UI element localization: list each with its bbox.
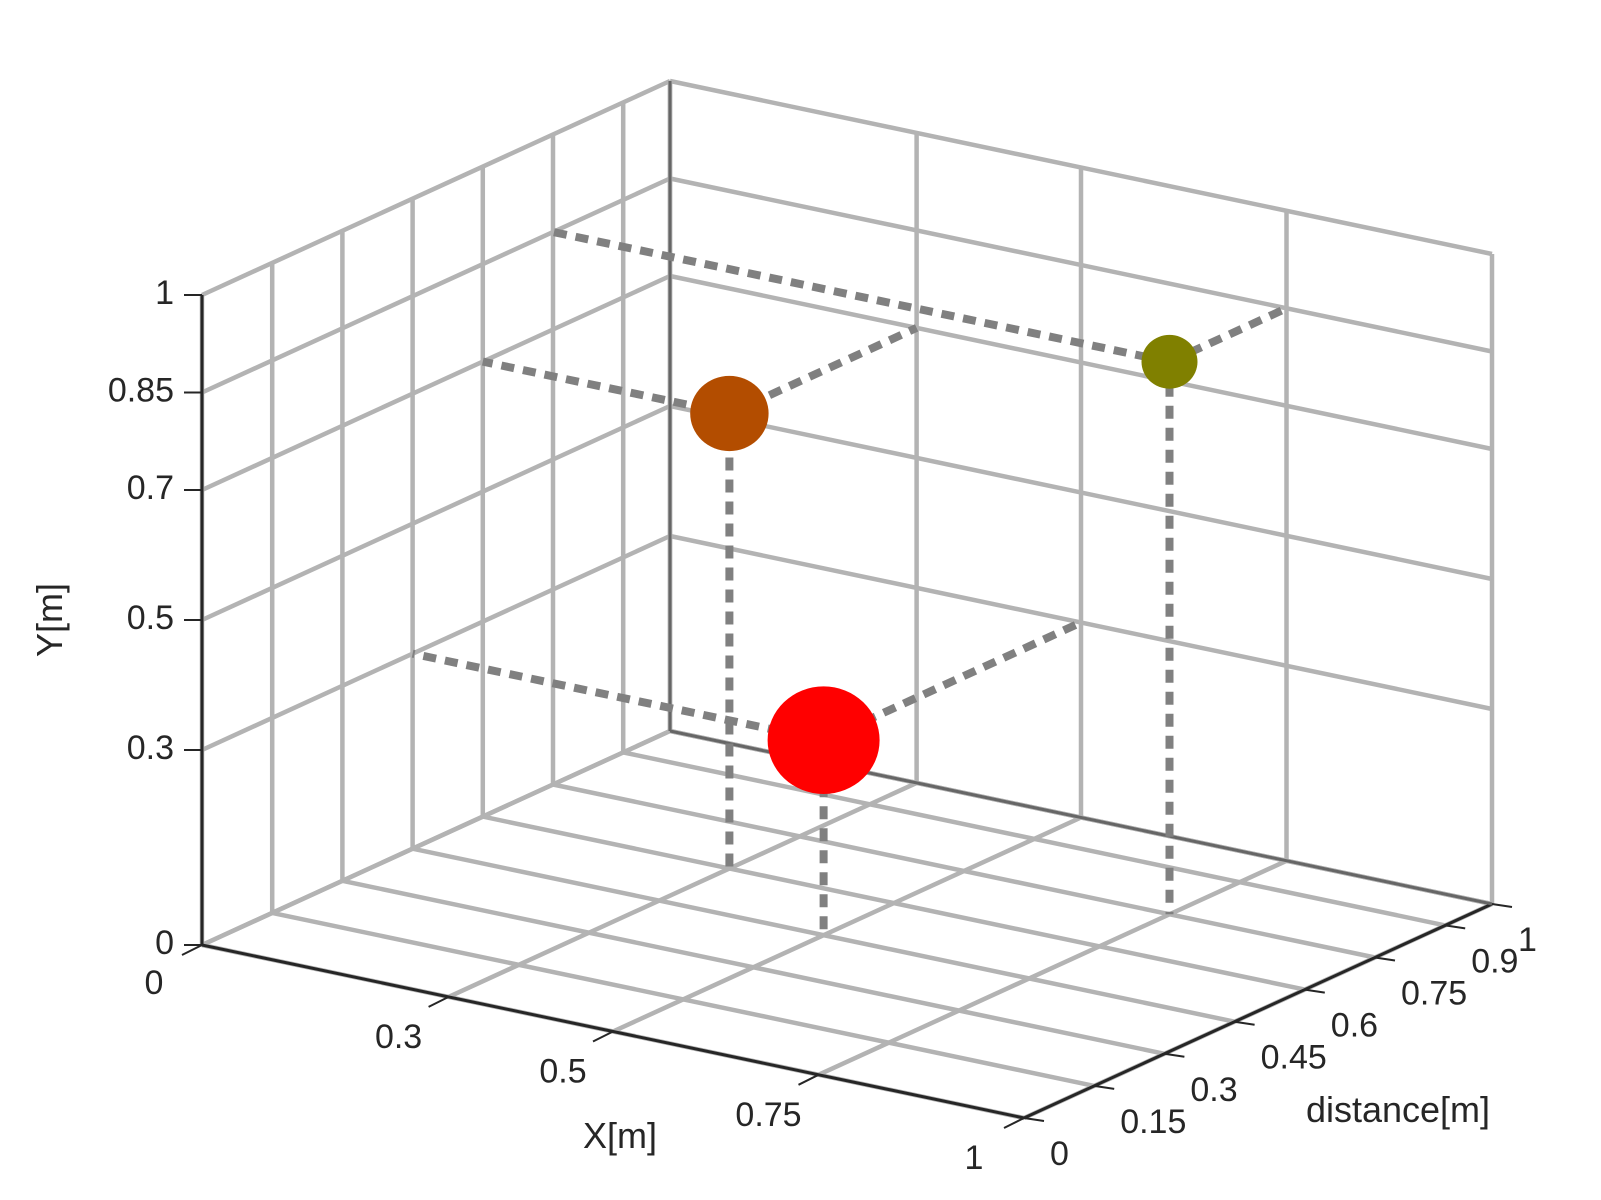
x-axis-label: X[m] bbox=[583, 1115, 657, 1156]
y-tick-label: 0.85 bbox=[108, 371, 174, 409]
grid-line-left-y bbox=[201, 78, 671, 298]
distance-axis-label: distance[m] bbox=[1306, 1089, 1490, 1130]
x-tick-label: 0.5 bbox=[539, 1052, 586, 1090]
grid-line-back-y bbox=[669, 78, 1493, 257]
distance-tick-label: 0.9 bbox=[1471, 942, 1518, 980]
grid-line-floor-z bbox=[341, 878, 1165, 1057]
x-tick-label: 0.3 bbox=[375, 1018, 422, 1056]
data-points bbox=[690, 334, 1198, 794]
grid-line-left-y bbox=[201, 176, 671, 395]
grid-line-floor-z bbox=[622, 750, 1446, 928]
grid-line-floor-z bbox=[271, 910, 1095, 1089]
grid-line-left-y bbox=[201, 533, 671, 753]
projection-line-x bbox=[552, 228, 1171, 366]
x-tick-mark bbox=[181, 944, 203, 956]
distance-tick-mark bbox=[1374, 956, 1396, 962]
y-axis-label: Y[m] bbox=[29, 583, 70, 657]
data-point bbox=[690, 375, 769, 452]
distance-tick-mark bbox=[1304, 988, 1325, 994]
projection-line-x bbox=[481, 357, 731, 418]
x-tick-mark bbox=[592, 1030, 614, 1043]
x-tick-label: 0.75 bbox=[735, 1096, 801, 1134]
grid-line-floor-x bbox=[817, 858, 1288, 1077]
grid-line-floor-z bbox=[412, 846, 1236, 1024]
grid-line-back-y bbox=[669, 273, 1493, 452]
x-tick-mark bbox=[1003, 1117, 1025, 1129]
data-point bbox=[767, 686, 880, 794]
projection-line-x bbox=[411, 649, 825, 745]
distance-axis-line bbox=[1023, 902, 1493, 1120]
distance-tick-label: 0.75 bbox=[1401, 974, 1467, 1012]
x-tick-label: 1 bbox=[965, 1139, 984, 1177]
distance-tick-mark bbox=[1094, 1084, 1115, 1090]
distance-tick-label: 1 bbox=[1518, 921, 1537, 959]
x-tick-mark bbox=[798, 1073, 819, 1086]
grid-line-left-y bbox=[201, 273, 671, 493]
x-tick-mark bbox=[428, 996, 450, 1008]
distance-tick-label: 0.3 bbox=[1190, 1071, 1237, 1109]
axes bbox=[181, 81, 1513, 1129]
distance-tick-mark bbox=[1445, 924, 1466, 930]
grid-line-floor-x bbox=[201, 728, 671, 948]
y-tick-label: 0 bbox=[155, 924, 174, 962]
distance-tick-mark bbox=[1164, 1052, 1185, 1058]
grid-line-floor-x bbox=[612, 815, 1082, 1034]
y-tick-label: 0.7 bbox=[127, 469, 174, 507]
distance-tick-label: 0 bbox=[1050, 1135, 1069, 1173]
distance-tick-label: 0.45 bbox=[1261, 1039, 1327, 1077]
grid-lines bbox=[199, 78, 1495, 1121]
grid-line-left-y bbox=[201, 403, 671, 623]
distance-tick-label: 0.6 bbox=[1331, 1007, 1378, 1045]
grid-line-back-y bbox=[669, 176, 1493, 354]
x-tick-label: 0 bbox=[145, 964, 164, 1002]
grid-line-floor-x bbox=[447, 780, 918, 999]
distance-tick-mark bbox=[1234, 1020, 1255, 1026]
distance-tick-label: 0.15 bbox=[1120, 1103, 1186, 1141]
data-point bbox=[1141, 334, 1198, 389]
distance-tick-mark bbox=[1023, 1117, 1045, 1122]
y-tick-label: 0.5 bbox=[127, 599, 174, 637]
grid-line-back-y bbox=[669, 403, 1493, 582]
grid-line-floor-z bbox=[552, 782, 1376, 960]
grid-line-back-y bbox=[669, 533, 1493, 712]
y-tick-label: 1 bbox=[155, 274, 174, 312]
grid-line-floor-z bbox=[482, 814, 1306, 992]
y-tick-label: 0.3 bbox=[127, 729, 174, 767]
distance-tick-mark bbox=[1491, 903, 1513, 908]
